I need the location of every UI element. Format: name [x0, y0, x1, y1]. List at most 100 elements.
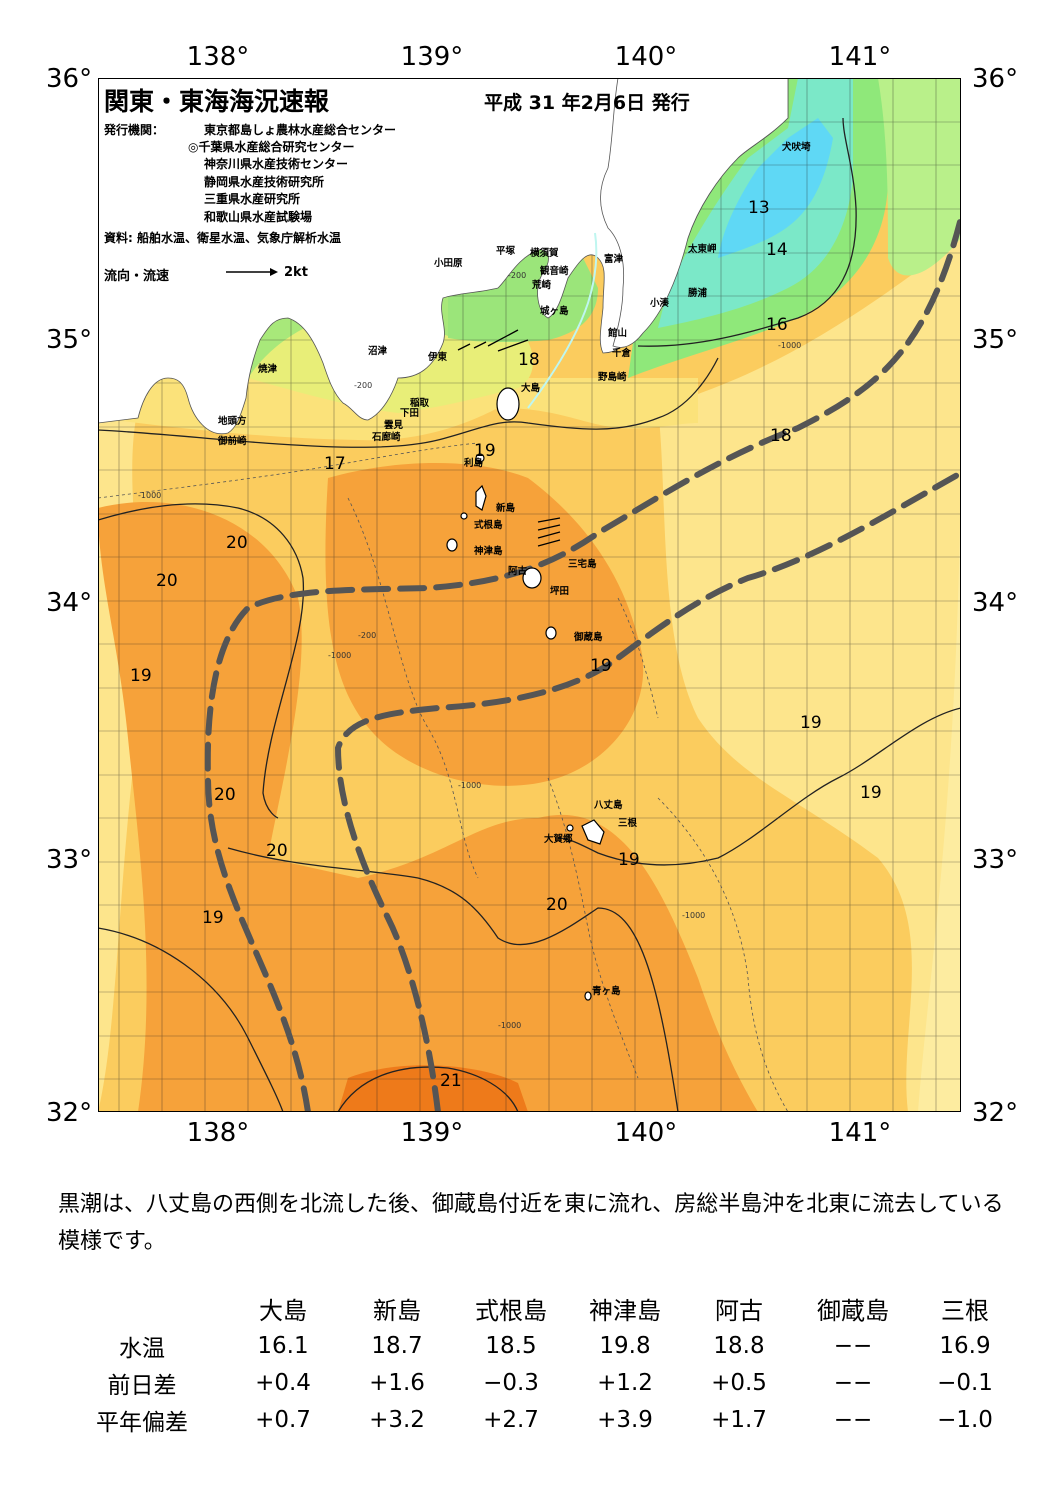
- place-name: 三宅島: [568, 558, 597, 570]
- place-name: 式根島: [474, 519, 503, 531]
- isotherm-19-east: [557, 707, 961, 866]
- lat-label-left-33: 33°: [46, 845, 93, 875]
- isotherm-18: [98, 357, 719, 448]
- place-name: 横須賀: [530, 247, 559, 259]
- lon-label-bottom-138: 138°: [186, 1118, 250, 1148]
- column-header: 御蔵島: [817, 1297, 889, 1325]
- kuroshio-axis-north: [204, 215, 961, 1112]
- place-name: 坪田: [550, 585, 569, 597]
- isotherm-label: 20: [214, 785, 236, 805]
- isotherm-20-south: [227, 847, 679, 1112]
- place-name: 荒崎: [531, 279, 552, 291]
- table-row: 平年偏差 +0.7 +3.2 +2.7 +3.9 +1.7 −− −1.0: [58, 1401, 1020, 1438]
- place-name: 石廊崎: [371, 431, 401, 443]
- isotherm-label: 20: [546, 895, 568, 915]
- place-name: 利島: [463, 457, 484, 469]
- publisher-item: 静岡県水産技術研究所: [204, 175, 325, 189]
- land-boso-peninsula: [600, 78, 789, 348]
- table-cell: 18.5: [485, 1332, 537, 1359]
- lon-label-bottom-139: 139°: [400, 1118, 464, 1148]
- depth-label: -200: [358, 631, 376, 640]
- sst-band-20: [98, 502, 758, 1112]
- isotherm-label: 19: [800, 713, 822, 733]
- table-cell: −0.1: [937, 1369, 993, 1396]
- island-icon: [460, 512, 468, 520]
- island-icon: [475, 453, 485, 463]
- island-icon: [522, 567, 542, 589]
- publisher-item: 神奈川県水産技術センター: [204, 157, 349, 171]
- isotherm-16: [637, 117, 857, 347]
- table-cell: −−: [833, 1332, 873, 1359]
- publishers-label: 発行機関：: [104, 123, 165, 137]
- place-name: 八丈島: [593, 799, 623, 811]
- isotherm-label: 20: [226, 533, 248, 553]
- place-name: 勝浦: [688, 287, 708, 299]
- lat-label-right-35: 35°: [972, 325, 1019, 355]
- island-icon: [545, 626, 557, 640]
- table-cell: +1.2: [597, 1369, 653, 1396]
- isotherm-label-group: 13 14 16 17 18 18 19 19 19 19 19 19 19 2…: [130, 198, 882, 1091]
- isotherm-label: 19: [618, 850, 640, 870]
- lon-label-bottom-141: 141°: [828, 1118, 892, 1148]
- island-icon: [446, 538, 458, 552]
- table-cell: −−: [833, 1406, 873, 1433]
- place-name: 稲取: [410, 397, 430, 409]
- table-row: 水温 16.1 18.7 18.5 19.8 18.8 −− 16.9: [58, 1327, 1020, 1364]
- place-name: 富津: [604, 253, 624, 265]
- islands: [446, 387, 605, 1001]
- place-name: 平塚: [496, 245, 516, 257]
- lat-label-right-33: 33°: [972, 845, 1019, 875]
- isotherm-label: 19: [590, 656, 612, 676]
- column-header: 三根: [941, 1297, 989, 1325]
- table-cell: +2.7: [483, 1406, 539, 1433]
- row-label: 平年偏差: [96, 1409, 188, 1436]
- table-cell: +0.7: [255, 1406, 311, 1433]
- place-name: 阿古: [508, 565, 528, 577]
- ship-track: [527, 232, 598, 409]
- lat-label-right-32: 32°: [972, 1098, 1019, 1128]
- depth-label: -1000: [328, 651, 351, 660]
- observation-table: 大島 新島 式根島 神津島 阿古 御蔵島 三根 水温 16.1 18.7 18.…: [58, 1290, 1020, 1438]
- place-name: 野島崎: [598, 371, 627, 383]
- place-name: 城ヶ島: [540, 305, 569, 317]
- lon-label-top-140: 140°: [614, 42, 678, 72]
- lat-label-right-34: 34°: [972, 588, 1019, 618]
- isotherm-label: 21: [440, 1071, 462, 1091]
- place-name: 下田: [400, 408, 419, 419]
- isotherm-label: 20: [156, 571, 178, 591]
- column-header: 大島: [259, 1297, 307, 1325]
- lat-label-left-35: 35°: [46, 325, 93, 355]
- place-name: 大賀郷: [544, 833, 573, 845]
- issue-date: 平成 31 年2月6日 発行: [484, 92, 690, 114]
- place-name: 千倉: [612, 347, 632, 359]
- isotherm-label: 19: [474, 441, 496, 461]
- place-name: 大島: [521, 382, 541, 394]
- isotherm-20-west: [98, 503, 305, 819]
- summary-text: 黒潮は、八丈島の西側を北流した後、御蔵島付近を東に流れ、房総半島沖を北東に流去し…: [58, 1192, 1004, 1254]
- place-name: 館山: [607, 327, 627, 339]
- table-cell: −0.3: [483, 1369, 539, 1396]
- isotherms: [98, 117, 961, 1112]
- place-name: 雲見: [384, 419, 404, 431]
- place-name-group: 犬吠埼 太東岬 勝浦 小湊 富津 館山 千倉 野島崎 横須賀 観音崎 荒崎 城ヶ…: [217, 141, 811, 997]
- lat-label-left-32: 32°: [46, 1098, 93, 1128]
- place-name: 神津島: [474, 545, 503, 557]
- arrow-right-icon: [226, 268, 278, 276]
- place-name: 新島: [496, 502, 516, 514]
- isotherm-label: 13: [748, 198, 770, 218]
- table-cell: 18.8: [713, 1332, 765, 1359]
- isotherm-label: 17: [324, 454, 346, 474]
- sst-band-13: [718, 118, 833, 258]
- table-cell: +3.2: [369, 1406, 425, 1433]
- island-icon: [581, 819, 605, 845]
- bathymetry-contours: [98, 442, 789, 1112]
- column-header: 神津島: [589, 1297, 661, 1325]
- depth-label: -1000: [138, 491, 161, 500]
- flow-legend-label: 流向・流速: [104, 269, 170, 284]
- place-name: 沼津: [368, 345, 388, 357]
- depth-label: -1000: [498, 1021, 521, 1030]
- table-row: 前日差 +0.4 +1.6 −0.3 +1.2 +0.5 −− −0.1: [58, 1364, 1020, 1401]
- kuroshio-axis: [204, 215, 961, 1112]
- table-cell: +1.6: [369, 1369, 425, 1396]
- place-name: 犬吠埼: [781, 141, 811, 153]
